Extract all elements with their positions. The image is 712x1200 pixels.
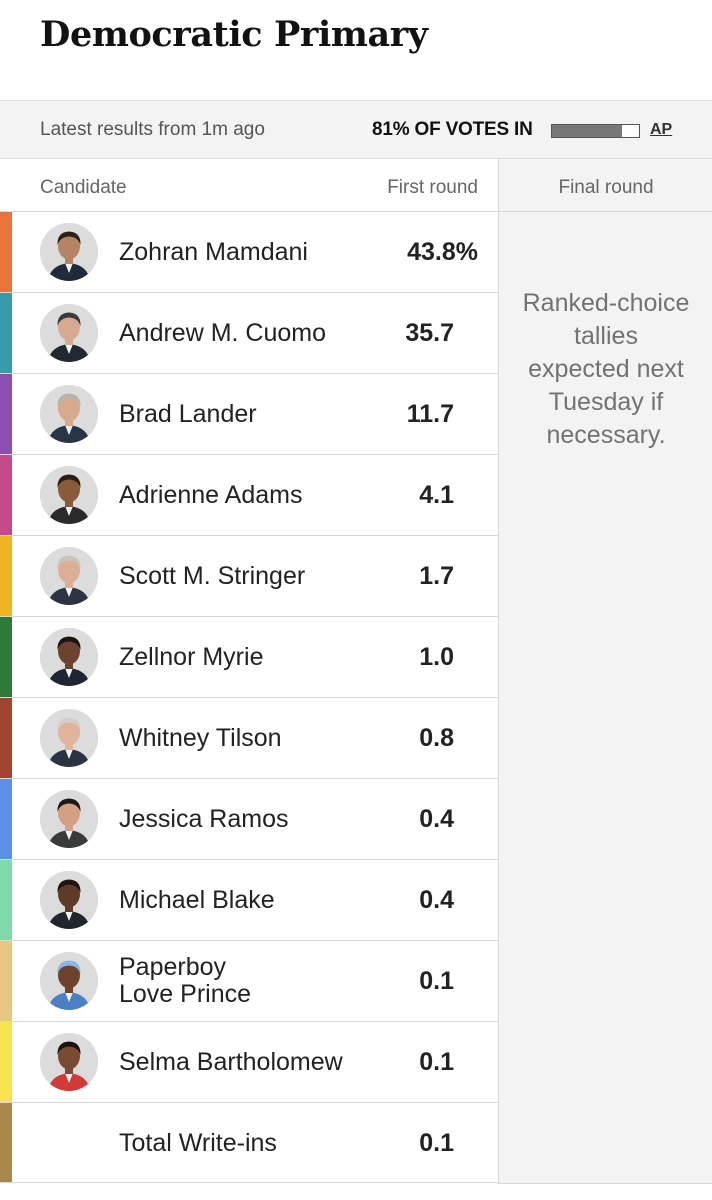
candidate-color-swatch [0, 212, 12, 292]
candidate-row: Andrew M. Cuomo 35.7 [0, 292, 498, 373]
candidate-color-swatch [0, 536, 12, 616]
candidate-color-swatch [0, 698, 12, 778]
candidate-row: Total Write-ins 0.1 [0, 1102, 498, 1183]
candidate-name: Whitney Tilson [119, 723, 282, 752]
candidate-row: Paperboy Love Prince 0.1 [0, 940, 498, 1021]
candidate-color-swatch [0, 617, 12, 697]
candidate-first-round-percent: 0.4 [419, 885, 454, 914]
candidate-row: Scott M. Stringer 1.7 [0, 535, 498, 616]
candidate-first-round-percent: 1.7 [419, 561, 454, 590]
candidate-avatar [40, 466, 98, 524]
column-headers: Candidate First round [0, 159, 712, 212]
candidate-first-round-percent: 4.1 [419, 480, 454, 509]
candidate-first-round-percent: 0.8 [419, 723, 454, 752]
candidate-results-table: Zohran Mamdani 43.8% Andrew M. Cuomo 35.7 Br… [0, 211, 498, 1183]
candidate-avatar [40, 547, 98, 605]
first-round-column-header: First round [387, 177, 478, 198]
votes-in-label: 81% OF VOTES IN [372, 119, 533, 140]
candidate-first-round-percent: 43.8% [407, 237, 478, 266]
candidate-name: Paperboy Love Prince [119, 953, 252, 1008]
candidate-avatar [40, 628, 98, 686]
candidate-color-swatch [0, 455, 12, 535]
candidate-color-swatch [0, 1022, 12, 1102]
candidate-row: Michael Blake 0.4 [0, 859, 498, 940]
candidate-avatar [40, 709, 98, 767]
results-status-bar: Latest results from 1m ago 81% OF VOTES … [0, 100, 712, 159]
candidate-first-round-percent: 1.0 [419, 642, 454, 671]
final-round-column-header: Final round [558, 177, 654, 198]
candidate-name: Adrienne Adams [119, 480, 303, 509]
votes-in-progress-fill [552, 125, 623, 137]
candidate-column-header: Candidate [40, 177, 127, 198]
candidate-row: Brad Lander 11.7 [0, 373, 498, 454]
candidate-name: Selma Bartholomew [119, 1047, 343, 1076]
candidate-row: Adrienne Adams 4.1 [0, 454, 498, 535]
candidate-name: Scott M. Stringer [119, 561, 306, 590]
ranked-choice-note: Ranked-choice tallies expected next Tues… [522, 289, 690, 449]
candidate-row: Whitney Tilson 0.8 [0, 697, 498, 778]
candidate-color-swatch [0, 779, 12, 859]
candidate-name: Michael Blake [119, 885, 275, 914]
candidate-first-round-percent: 0.1 [419, 1047, 454, 1076]
candidate-first-round-percent: 0.1 [419, 1128, 454, 1157]
candidate-avatar [40, 952, 98, 1010]
candidate-color-swatch [0, 860, 12, 940]
page-title: Democratic Primary [40, 14, 428, 55]
candidate-avatar [40, 304, 98, 362]
candidate-name: Andrew M. Cuomo [119, 318, 327, 347]
candidate-name: Zellnor Myrie [119, 642, 264, 671]
ap-source-link[interactable]: AP [650, 121, 673, 138]
final-round-column: Final round Ranked-choice tallies expect… [498, 159, 712, 1184]
candidate-avatar [40, 1033, 98, 1091]
candidate-name: Jessica Ramos [119, 804, 289, 833]
candidate-color-swatch [0, 293, 12, 373]
final-round-divider [499, 211, 712, 212]
candidate-color-swatch [0, 374, 12, 454]
candidate-first-round-percent: 11.7 [406, 399, 454, 428]
candidate-name: Brad Lander [119, 399, 257, 428]
candidate-first-round-percent: 0.1 [419, 966, 454, 995]
candidate-first-round-percent: 35.7 [405, 318, 454, 347]
candidate-row: Zellnor Myrie 1.0 [0, 616, 498, 697]
candidate-color-swatch [0, 1103, 12, 1182]
candidate-avatar [40, 385, 98, 443]
candidate-color-swatch [0, 941, 12, 1021]
latest-results-text: Latest results from 1m ago [40, 119, 265, 140]
candidate-row: Zohran Mamdani 43.8% [0, 211, 498, 292]
candidate-avatar [40, 790, 98, 848]
votes-in-progress-bar [551, 124, 640, 138]
candidate-name: Zohran Mamdani [119, 237, 308, 266]
candidate-first-round-percent: 0.4 [419, 804, 454, 833]
candidate-avatar [40, 223, 98, 281]
candidate-name: Total Write-ins [119, 1128, 277, 1157]
candidate-row: Jessica Ramos 0.4 [0, 778, 498, 859]
candidate-avatar [40, 871, 98, 929]
candidate-row: Selma Bartholomew 0.1 [0, 1021, 498, 1102]
